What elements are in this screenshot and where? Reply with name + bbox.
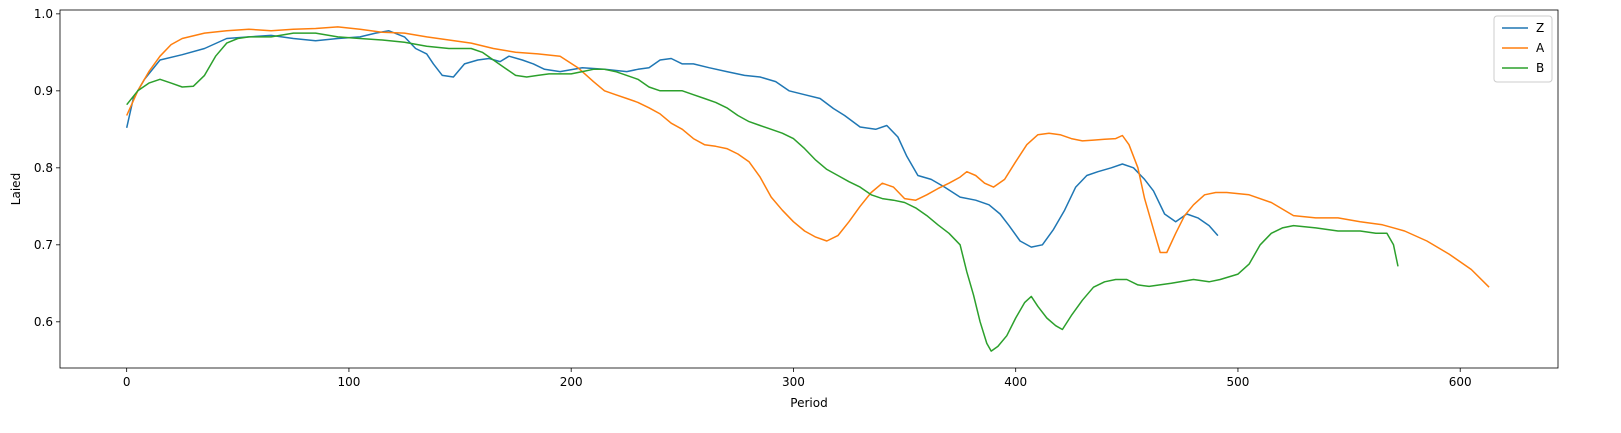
plot-area: 0 100 200 300 400 500 600 0.6 0.7 0.8 0.9 1.0 [34,7,1559,389]
y-tick-label: 0.6 [34,315,53,329]
y-axis-label: Laied [9,173,23,205]
x-tick-label: 300 [782,375,805,389]
plot-frame [59,9,1559,369]
legend-label-B: B [1536,61,1544,75]
y-tick-label: 0.8 [34,161,53,175]
y-tick-label: 0.7 [34,238,53,252]
series-line-B [126,32,1399,352]
x-axis-label: Period [790,396,827,410]
x-tick-label: 200 [560,375,583,389]
y-tick-label: 1.0 [34,7,53,21]
y-axis-ticks: 0.6 0.7 0.8 0.9 1.0 [34,7,60,329]
series-line-Z [125,30,1219,248]
legend: ZAB [1493,15,1553,83]
y-tick-label: 0.9 [34,84,53,98]
x-axis-ticks: 0 100 200 300 400 500 600 [123,368,1472,389]
series-line-A [126,26,1490,288]
series-layer [125,26,1490,352]
x-tick-label: 100 [337,375,360,389]
legend-label-Z: Z [1536,21,1544,35]
x-tick-label: 400 [1004,375,1027,389]
legend-frame [1493,15,1553,83]
legend-label-A: A [1536,41,1545,55]
x-tick-label: 600 [1449,375,1472,389]
x-tick-label: 500 [1226,375,1249,389]
x-tick-label: 0 [123,375,131,389]
